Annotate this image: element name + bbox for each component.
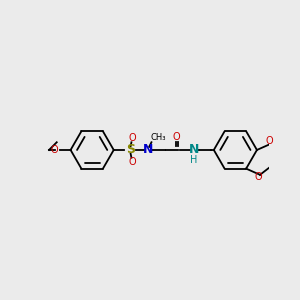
Text: CH₃: CH₃ (151, 133, 166, 142)
Text: O: O (172, 132, 180, 142)
Text: O: O (51, 145, 58, 155)
Text: S: S (126, 143, 135, 157)
Text: O: O (255, 172, 262, 182)
Text: N: N (142, 143, 153, 157)
Text: O: O (128, 157, 136, 167)
Text: H: H (190, 155, 197, 165)
Text: O: O (128, 133, 136, 142)
Text: N: N (189, 143, 199, 157)
Text: O: O (266, 136, 273, 146)
